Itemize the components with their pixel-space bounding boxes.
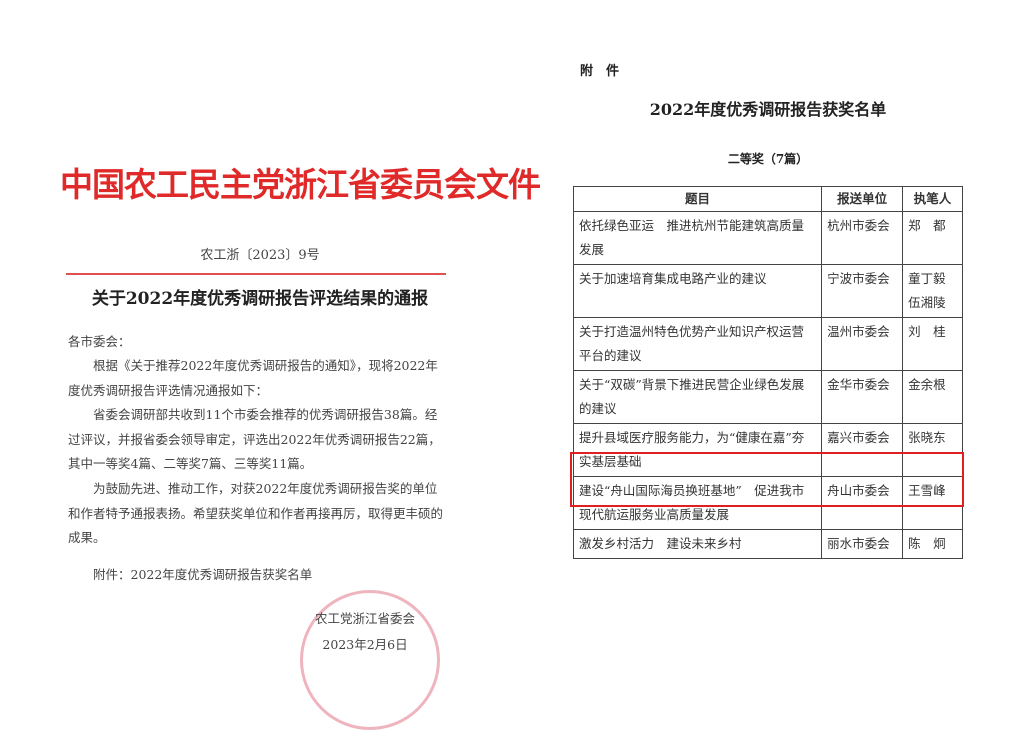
prize-level: 二等奖（7篇） [727,152,809,166]
cell-unit: 金华市委会 [821,370,904,424]
salutation: 各市委会： [68,334,131,349]
cell-title: 激发乡村活力 建设未来乡村 [572,529,823,559]
award-list-title: 2022年度优秀调研报告获奖名单 [649,100,887,119]
cell-title: 建设“舟山国际海员换班基地” 促进我市现代航运服务业高质量发展 [572,476,823,530]
attachment-note: 附件：2022年度优秀调研报告获奖名单 [68,567,313,582]
table-row: 激发乡村活力 建设未来乡村 丽水市委会陈 炯 [572,529,963,559]
table-row: 依托绿色亚运 推进杭州节能建筑高质量发展 杭州市委会郑 都 [572,211,963,265]
cell-author: 陈 炯 [902,529,963,559]
table-row: 关于“双碳”背景下推进民营企业绿色发展的建议 金华市委会 金余根 [572,370,963,424]
cell-author: 刘 桂 [902,317,963,371]
body-paragraph: 根据《关于推荐2022年度优秀调研报告的通知》，现将2022年度优秀调研报告评选… [68,358,438,398]
annex-label: 附 件 [580,64,620,79]
table-header: 题目 报送单位 执笔人 [572,186,963,212]
cell-title: 关于打造温州特色优势产业知识产权运营平台的建议 [572,317,823,371]
header-author: 执笔人 [902,186,963,212]
cell-author: 郑 都 [902,211,963,265]
notice-heading: 关于2022年度优秀调研报告评选结果的通报 [91,289,429,309]
cell-unit: 嘉兴市委会 [821,423,904,477]
cell-unit: 宁波市委会 [821,264,904,318]
cell-unit: 舟山市委会 [821,476,904,530]
table-row-highlighted: 建设“舟山国际海员换班基地” 促进我市现代航运服务业高质量发展 舟山市委会 王雪峰 [572,476,963,530]
cell-author: 金余根 [902,370,963,424]
signature-date: 2023年2月6日 [322,637,408,652]
red-divider [66,273,446,275]
cell-unit: 温州市委会 [821,317,904,371]
cell-title: 关于加速培育集成电路产业的建议 [572,264,823,318]
table-row: 提升县域医疗服务能力，为“健康在嘉”夯实基层基础 嘉兴市委会 张晓东 [572,423,963,477]
cell-author: 王雪峰 [902,476,963,530]
signature-org: 农工党浙江省委会 [314,611,415,626]
highlight-box [570,452,964,507]
table-row: 关于打造温州特色优势产业知识产权运营平台的建议 温州市委会刘 桂 [572,317,963,371]
body-paragraph: 为鼓励先进、推动工作，对获2022年度优秀调研报告奖的单位和作者特予通报表扬。希… [68,481,444,545]
header-title: 题目 [572,186,823,212]
cell-title: 关于“双碳”背景下推进民营企业绿色发展的建议 [572,370,823,424]
body-paragraph: 省委会调研部共收到11个市委会推荐的优秀调研报告38篇。经过评议，并报省委会领导… [68,407,441,471]
cell-title: 提升县域医疗服务能力，为“健康在嘉”夯实基层基础 [572,423,823,477]
cell-unit: 杭州市委会 [821,211,904,265]
cell-author: 童丁毅 伍湘陵 [902,264,963,318]
header-unit: 报送单位 [821,186,904,212]
award-table: 题目 报送单位 执笔人 依托绿色亚运 推进杭州节能建筑高质量发展 杭州市委会郑 都… [572,186,963,559]
cell-title: 依托绿色亚运 推进杭州节能建筑高质量发展 [572,211,823,265]
signature-block: 农工党浙江省委会 2023年2月6日 [290,606,440,658]
cell-unit: 丽水市委会 [821,529,904,559]
org-document-title: 中国农工民主党浙江省委员会文件 [60,165,541,204]
table-row: 关于加速培育集成电路产业的建议 宁波市委会 童丁毅 伍湘陵 [572,264,963,318]
document-number: 农工浙〔2023〕9号 [200,248,320,263]
